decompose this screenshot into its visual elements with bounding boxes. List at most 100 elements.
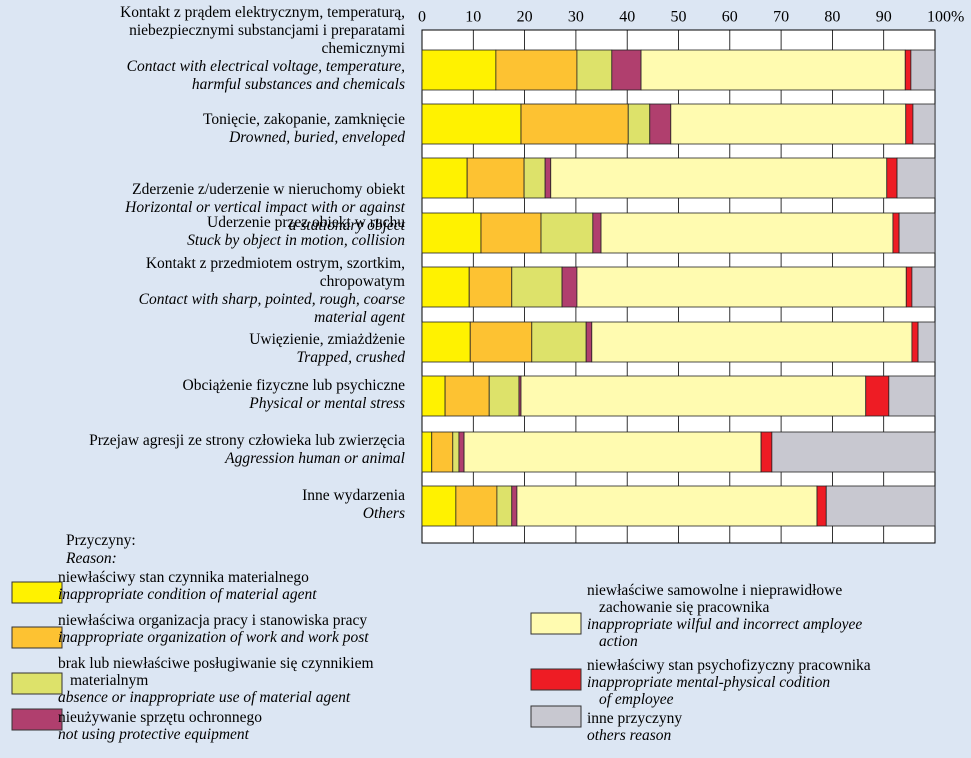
- legend-label-en: inappropriate wilful and incorrect amplo…: [587, 616, 863, 650]
- category-label: Obciążenie fizyczne lub psychiczne Physic…: [0, 377, 405, 413]
- bar-segment: [825, 485, 936, 527]
- bar-segment: [495, 49, 578, 91]
- bar-segment: [600, 212, 894, 254]
- bar-segment: [886, 157, 898, 199]
- legend-swatch: [11, 672, 63, 695]
- category-label-en: Trapped, crushed: [296, 349, 406, 366]
- bar-segment: [611, 49, 642, 91]
- bar-segment: [771, 431, 936, 473]
- legend-label-en: inappropriate organization of work and w…: [58, 629, 369, 646]
- bar-segment: [649, 103, 672, 145]
- bar-segment: [917, 321, 936, 363]
- bar-segment: [421, 266, 470, 308]
- bar-segment: [511, 485, 518, 527]
- legend-title: Przyczyny:: [66, 532, 136, 549]
- bar-segment: [576, 49, 613, 91]
- category-label: Kontakt z prądem elektrycznym, temperatu…: [0, 4, 405, 94]
- bar-segment: [444, 375, 490, 417]
- bar-segment: [496, 485, 513, 527]
- bar-segment: [452, 431, 460, 473]
- bar-segment: [458, 431, 465, 473]
- legend-item: niewłaściwy stan czynnika materialnego in…: [58, 569, 317, 603]
- bar-segment: [911, 266, 936, 308]
- legend-label: niewłaściwy stan czynnika materialnego: [58, 569, 309, 586]
- legend-title-en: Reason:: [66, 550, 117, 567]
- bar-segment: [469, 321, 533, 363]
- bar-segment: [421, 157, 468, 199]
- category-label-en: Contact with sharp, pointed, rough, coar…: [138, 291, 405, 326]
- bar-segment: [591, 321, 913, 363]
- legend-item: inne przyczyny others reason: [587, 710, 682, 744]
- bar-segment: [511, 266, 563, 308]
- category-label-en: Stuck by object in motion, collision: [187, 232, 405, 249]
- category-label-en: Drowned, buried, enveloped: [229, 129, 405, 146]
- legend-label: niewłaściwa organizacja pracy i stanowis…: [58, 612, 368, 629]
- legend-swatch: [11, 708, 63, 731]
- category-label-pl: Kontakt z prądem elektrycznym, temperatu…: [120, 4, 405, 57]
- bar-segment: [480, 212, 542, 254]
- legend-label-en: not using protective equipment: [58, 726, 249, 743]
- legend-label: niewłaściwy stan psychofizyczny pracowni…: [587, 657, 871, 674]
- legend-item: niewłaściwa organizacja pracy i stanowis…: [58, 612, 369, 646]
- bar-segment: [431, 431, 454, 473]
- category-label-pl: Tonięcie, zakopanie, zamknięcie: [202, 111, 405, 128]
- bar-segment: [466, 157, 525, 199]
- bar-segment: [910, 49, 936, 91]
- category-label-en: Horizontal or vertical impact with or ag…: [125, 199, 405, 234]
- legend-item: brak lub niewłaściwe posługiwanie się cz…: [58, 655, 374, 706]
- bar-segment: [421, 49, 497, 91]
- bar-segment: [627, 103, 651, 145]
- bar-segment: [816, 485, 827, 527]
- category-label-pl: Inne wydarzenia: [302, 487, 405, 504]
- bar-segment: [892, 212, 900, 254]
- x-tick-label: 40: [619, 9, 635, 26]
- category-label: Inne wydarzenia Others: [0, 487, 405, 523]
- bar-segment: [865, 375, 890, 417]
- bar-segment: [550, 157, 888, 199]
- category-label-pl: Uwięzienie, zmiażdżenie: [249, 331, 405, 348]
- category-label-en: Aggression human or animal: [225, 450, 405, 467]
- bar-segment: [905, 103, 914, 145]
- category-label-pl: Kontakt z przedmiotem ostrym, szortkim, …: [145, 255, 405, 290]
- category-label: Uwięzienie, zmiażdżenie Trapped, crushed: [0, 331, 405, 367]
- category-label-en: Contact with electrical voltage, tempera…: [126, 58, 405, 93]
- bar-segment: [912, 103, 936, 145]
- bar-segment: [520, 103, 629, 145]
- x-tick-label: 100%: [927, 9, 964, 26]
- category-label-en: Physical or mental stress: [249, 395, 405, 412]
- legend-swatch: [530, 612, 582, 635]
- bar-segment: [911, 321, 919, 363]
- bar-segment: [760, 431, 773, 473]
- legend-item: niewłaściwe samowolne i nieprawidłowe za…: [587, 582, 862, 650]
- bar-segment: [904, 49, 912, 91]
- category-label-pl: Przejaw agresji ze strony człowieka lub …: [89, 432, 405, 449]
- category-label-pl: Obciążenie fizyczne lub psychiczne: [182, 377, 405, 394]
- x-tick-label: 20: [517, 9, 533, 26]
- bar-segment: [421, 212, 482, 254]
- bar-segment: [421, 103, 522, 145]
- category-label: Tonięcie, zakopanie, zamknięcie Drowned, …: [0, 111, 405, 147]
- bar-segment: [455, 485, 498, 527]
- bar-segment: [640, 49, 906, 91]
- bar-segment: [523, 157, 546, 199]
- legend-swatch: [11, 581, 63, 604]
- legend-label: brak lub niewłaściwe posługiwanie się cz…: [58, 655, 374, 689]
- bar-segment: [531, 321, 587, 363]
- legend-swatch: [530, 668, 582, 691]
- x-tick-label: 50: [671, 9, 687, 26]
- legend-label: niewłaściwe samowolne i nieprawidłowe za…: [587, 582, 843, 616]
- legend-label: nieużywanie sprzętu ochronnego: [58, 709, 263, 726]
- x-tick-label: 80: [824, 9, 840, 26]
- bar-segment: [898, 212, 936, 254]
- x-tick-label: 90: [876, 9, 892, 26]
- legend-item: niewłaściwy stan psychofizyczny pracowni…: [587, 657, 871, 708]
- legend-label: inne przyczyny: [587, 710, 683, 727]
- bar-segment: [421, 321, 471, 363]
- category-label-pl: Zderzenie z/uderzenie w nieruchomy obiek…: [132, 181, 405, 198]
- category-label-en: Others: [362, 505, 405, 522]
- legend-item: nieużywanie sprzętu ochronnego not using …: [58, 709, 262, 743]
- bar-segment: [421, 485, 457, 527]
- bar-segment: [592, 212, 602, 254]
